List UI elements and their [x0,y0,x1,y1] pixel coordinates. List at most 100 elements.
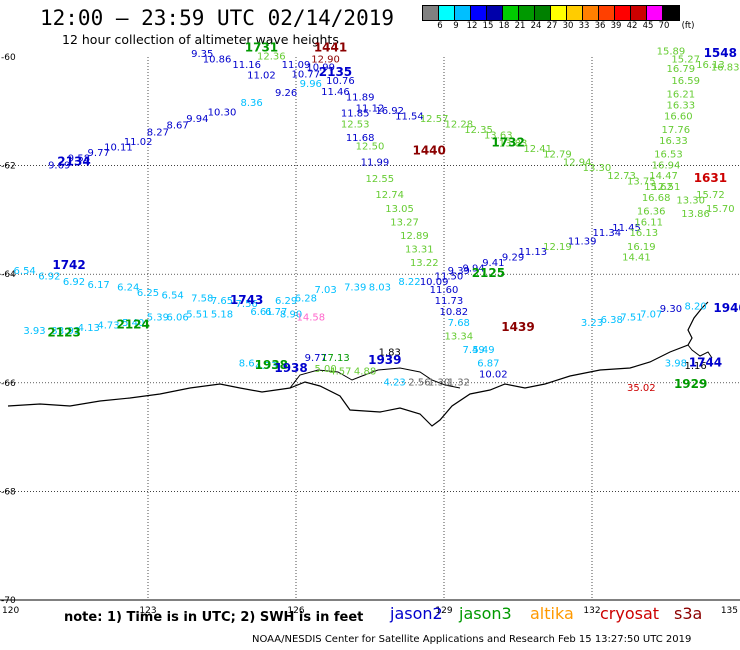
colorbar-swatch [503,6,519,20]
swh-value-label: 6.92 [63,277,85,288]
swh-value-label: 5.40 [122,318,144,329]
swh-value-label: 7.56 [236,299,258,310]
swh-value-label: 5.49 [472,345,494,356]
swh-value-label: 12.74 [375,190,404,201]
colorbar-swatch [647,6,663,20]
swh-value-label: 11.45 [612,223,641,234]
swh-value-label: 7.49 [462,345,484,356]
swh-value-label: 9.30 [660,304,682,315]
swh-value-label: 11.99 [361,158,390,169]
swh-value-label: 6.77 [265,307,287,318]
colorbar-tick-label: 70 [658,21,670,31]
swh-value-label: 9.39 [448,266,470,277]
swh-value-label: 16.13 [696,60,725,71]
colorbar-swatch [599,6,615,20]
swh-value-label: 16.68 [642,193,671,204]
swh-value-label: 14.47 [649,171,678,182]
lat-tick-label: -64 [1,270,16,280]
swh-value-label: 3.23 [581,318,603,329]
swh-value-label: 11.12 [356,103,385,114]
wave-height-colorbar [422,5,680,21]
swh-value-label: 6.28 [295,293,317,304]
swh-value-label: 1.30 [428,378,450,389]
swh-value-label: 9.58 [68,153,90,164]
swh-value-label: 8.27 [147,128,169,139]
colorbar-swatch [535,6,551,20]
swh-value-label: 3.93 [58,326,80,337]
map-title: 12:00 – 23:59 UTC 02/14/2019 [40,6,395,30]
swh-value-label: 13.31 [405,244,434,255]
swh-value-label: 11.09 [282,60,311,71]
colorbar-tick-label: 39 [610,21,622,31]
lon-tick-label: 126 [287,606,304,616]
swh-value-label: 6.38 [601,315,623,326]
swh-value-label: 16.33 [666,101,695,112]
swh-value-label: 8 [51,326,57,337]
swh-value-label: 1.83 [379,348,401,359]
colorbar-tick-label: 6 [437,21,443,31]
footer-credit: NOAA/NESDIS Center for Satellite Applica… [252,634,692,645]
swh-value-label: 15.72 [696,190,725,201]
swh-value-label: 11.02 [124,137,153,148]
pass-time-label: 1940 [713,301,740,315]
swh-value-label: 16.92 [375,106,404,117]
swh-value-label: 13.86 [681,209,710,220]
swh-value-label: 12.53 [341,120,370,131]
swh-value-label: 8.6 [239,359,255,370]
swh-value-label: 8.67 [166,121,188,132]
swh-value-label: 12.51 [652,182,681,193]
colorbar-swatch [471,6,487,20]
lon-tick-label: 135 [721,606,738,616]
pass-time-label: 1742 [52,258,85,272]
colorbar-tick-label: 45 [642,21,654,31]
swh-value-label: 9.96 [300,79,322,90]
swh-value-label: 12.50 [356,141,385,152]
swh-value-label: 1.16 [684,361,706,372]
swh-value-label: 15.62 [644,182,673,193]
colorbar-swatch [423,6,439,20]
swh-value-label: 13.22 [410,258,439,269]
swh-value-label: 15.27 [671,54,700,65]
swh-value-label: 10.99 [306,63,335,74]
pass-time-label: 1441 [314,41,347,55]
swh-value-label: 17.76 [662,125,691,136]
swh-value-label: 7.03 [314,285,336,296]
swh-value-label: 6.61 [250,307,272,318]
swh-value-label: 8.20 [684,301,706,312]
swh-value-label: 5.39 [147,312,169,323]
coastline [7,301,709,427]
swh-value-label: 13.75 [627,177,656,188]
swh-value-label: 6.87 [477,359,499,370]
colorbar-swatch [551,6,567,20]
legend-s3a: s3a [674,604,703,623]
colorbar-swatch [455,6,471,20]
swh-value-label: 5.18 [211,310,233,321]
swh-value-label: 7.07 [640,310,662,321]
colorbar-swatch [631,6,647,20]
swh-value-label: 11.13 [518,247,547,258]
swh-value-label: 6.25 [137,288,159,299]
swh-value-label: 2.56 [408,378,430,389]
colorbar-tick-label: 30 [562,21,574,31]
colorbar-tick-label: 33 [578,21,590,31]
swh-value-label: 9.94 [186,114,208,125]
swh-value-label: 17.13 [321,353,350,364]
swh-value-label: 16.33 [659,136,688,147]
swh-value-label: 12.79 [543,149,572,160]
swh-value-label: 13.27 [390,217,419,228]
colorbar-swatch [567,6,583,20]
swh-value-label: 6.54 [162,291,184,302]
swh-value-label: 11.89 [346,92,375,103]
swh-value-label: 4.73 [255,361,277,372]
colorbar-tick-label: 27 [546,21,558,31]
swh-value-label: 10.86 [203,54,232,65]
legend-cryosat: cryosat [600,604,660,623]
swh-value-label: 14.58 [296,312,325,323]
swh-value-label: 11.02 [247,71,276,82]
pass-time-label: 2135 [319,65,352,79]
swh-value-label: 12.55 [366,174,395,185]
swh-value-label: 9.41 [482,258,504,269]
swh-value-label: 4.73 [97,321,119,332]
pass-time-label: 1743 [230,293,263,307]
